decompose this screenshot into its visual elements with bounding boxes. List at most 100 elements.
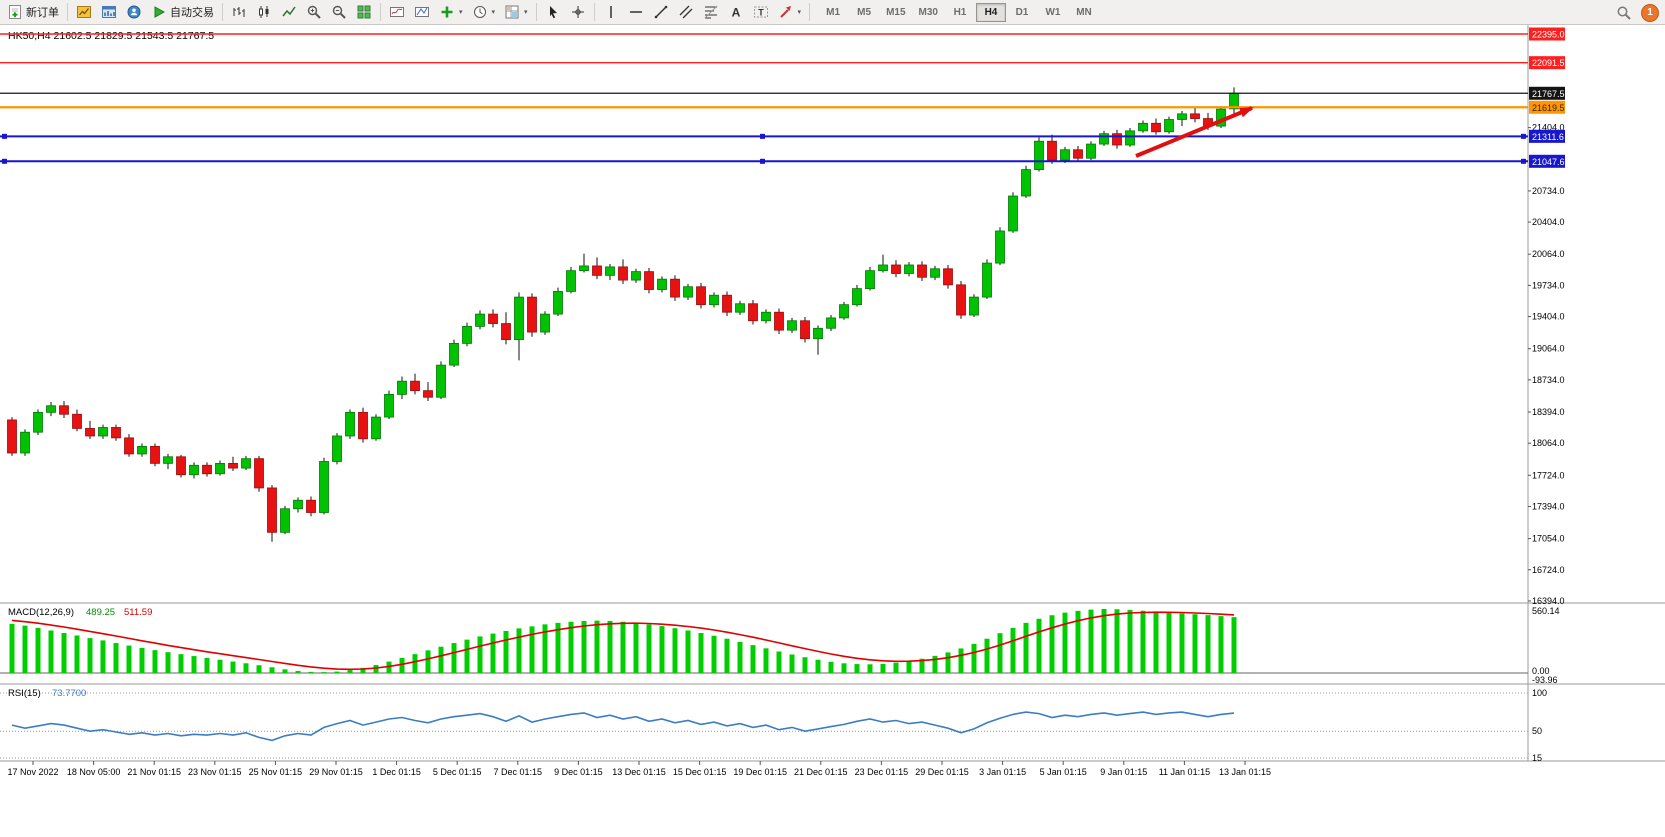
candle-body (800, 320, 810, 340)
add-indicator-button[interactable]: ▾ (435, 2, 467, 23)
candle-body (1047, 140, 1057, 161)
new-order-button[interactable]: 新订单 (3, 2, 63, 23)
candle-body (163, 456, 173, 464)
timeframe-m30[interactable]: M30 (918, 6, 938, 18)
price-axis-label: 18064.0 (1532, 438, 1565, 448)
template-button[interactable]: ▾ (500, 2, 532, 23)
price-axis-group[interactable]: 21404.0 20734.0 20404.0 20064.0 19734.0 19404… (1528, 123, 1565, 606)
candle-body (1034, 140, 1044, 170)
candle-body (917, 264, 927, 278)
time-axis-label: 3 Jan 01:15 (979, 767, 1026, 777)
fibonacci-tool-button[interactable] (699, 2, 723, 23)
price-level-badge (1529, 129, 1565, 143)
search-icon[interactable] (1616, 5, 1632, 21)
vertical-line-tool-button[interactable] (599, 2, 623, 23)
line-chart-button[interactable] (277, 2, 301, 23)
zoom-out-button[interactable] (327, 2, 351, 23)
timeframe-w1[interactable]: W1 (1045, 6, 1061, 18)
channel-tool-button[interactable] (674, 2, 698, 23)
time-axis-group[interactable]: 17 Nov 2022 18 Nov 05:00 21 Nov 01:15 23 No… (7, 761, 1271, 777)
line-handle[interactable] (760, 158, 765, 164)
community-button[interactable] (122, 2, 146, 23)
timeframe-h4[interactable]: H4 (975, 2, 1006, 22)
candle-body (345, 411, 355, 437)
price-axis-label: 19064.0 (1532, 344, 1565, 354)
candle-body (150, 445, 160, 464)
timeframe-m15[interactable]: M15 (886, 6, 906, 18)
candle-body (1164, 119, 1174, 133)
arrows-tool-button[interactable]: ▾ (774, 2, 806, 23)
candle-body (371, 416, 381, 440)
time-axis-label: 5 Dec 01:15 (433, 767, 482, 777)
autotrading-button[interactable]: 自动交易 (147, 2, 218, 23)
price-axis-label: 20734.0 (1532, 186, 1565, 196)
clock-icon (473, 6, 486, 18)
timeframe-h1[interactable]: H1 (953, 6, 967, 18)
timeframe-m5[interactable]: M5 (857, 6, 872, 18)
price-level-badge (1529, 86, 1565, 100)
trend-arrow-annotation[interactable] (1135, 106, 1254, 158)
time-axis-label: 9 Dec 01:15 (554, 767, 603, 777)
cursor-button[interactable] (541, 2, 565, 23)
candle-body (33, 411, 43, 433)
time-axis-label: 7 Dec 01:15 (494, 767, 543, 777)
text-label-icon: T (753, 6, 768, 18)
macd-axis-min: -93.96 (1532, 675, 1558, 685)
candle-body (436, 364, 446, 398)
text-tool-button[interactable]: A (724, 2, 748, 23)
candle-body (1086, 143, 1096, 159)
time-axis-label: 5 Jan 01:15 (1040, 767, 1087, 777)
indicators-window-icon (390, 7, 404, 17)
time-axis-label: 19 Dec 01:15 (733, 767, 787, 777)
macd-panel: MACD(12,26,9) 489.25 511.59 560.14 0.00-93.9… (0, 606, 1560, 685)
line-handle[interactable] (2, 158, 7, 164)
candle-body (397, 380, 407, 395)
timeframe-d1[interactable]: D1 (1015, 6, 1029, 18)
time-axis-label: 23 Dec 01:15 (855, 767, 909, 777)
candle-body (358, 411, 368, 440)
line-handle[interactable] (760, 133, 765, 139)
objects-window-button[interactable] (410, 2, 434, 23)
candlestick-chart-button[interactable] (252, 2, 276, 23)
candle-body (969, 296, 979, 316)
time-axis-label: 18 Nov 05:00 (67, 767, 121, 777)
trendline-tool-button[interactable] (649, 2, 673, 23)
bar-chart-button[interactable] (227, 2, 251, 23)
chart-canvas[interactable]: HK50,H4 21602.5 21829.5 21543.5 21767.52… (0, 25, 1665, 832)
chevron-down-icon: ▾ (524, 9, 528, 16)
time-axis-label: 9 Jan 01:15 (1100, 767, 1147, 777)
timeframe-m1[interactable]: M1 (826, 6, 841, 18)
crosshair-button[interactable] (566, 2, 590, 23)
cursor-icon (549, 6, 557, 19)
candle-body (891, 264, 901, 274)
price-level-badge-label: 21767.5 (1532, 89, 1565, 99)
chart-area[interactable]: HK50,H4 21602.5 21829.5 21543.5 21767.5 2… (0, 25, 1665, 832)
text-label-tool-button[interactable]: T (749, 2, 773, 23)
period-button[interactable]: ▾ (468, 2, 500, 23)
new-chart-button[interactable] (72, 2, 96, 23)
price-axis-label: 17394.0 (1532, 501, 1565, 511)
horizontal-line-tool-button[interactable] (624, 2, 648, 23)
indicators-window-button[interactable] (385, 2, 409, 23)
tile-windows-button[interactable] (352, 2, 376, 23)
timeframe-mn[interactable]: MN (1076, 6, 1092, 18)
chevron-down-icon: ▾ (797, 9, 802, 16)
toolbar-separator (67, 3, 68, 21)
line-handle[interactable] (1521, 158, 1526, 164)
line-handle[interactable] (2, 133, 7, 139)
notification-badge[interactable]: 1 (1641, 3, 1659, 22)
new-order-label: 新订单 (26, 7, 59, 19)
svg-text:T: T (758, 8, 764, 18)
fibonacci-icon (704, 5, 717, 19)
line-handle[interactable] (1521, 133, 1526, 139)
candle-body (748, 303, 758, 322)
profiles-button[interactable] (97, 2, 121, 23)
zoom-in-button[interactable] (302, 2, 326, 23)
candle-body (930, 268, 940, 278)
candle-body (644, 271, 654, 290)
candle-body (241, 458, 251, 469)
new-order-icon (9, 5, 21, 19)
autotrading-label: 自动交易 (170, 7, 214, 19)
candle-body (332, 435, 342, 462)
candle-body (683, 286, 693, 298)
